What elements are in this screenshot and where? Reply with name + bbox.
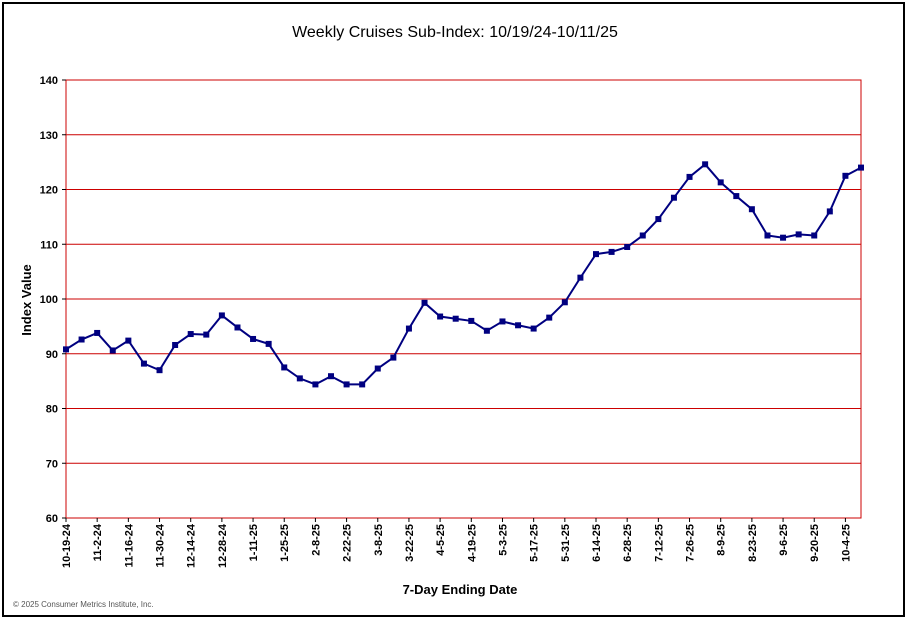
data-point — [94, 329, 101, 336]
x-axis-title: 7-Day Ending Date — [403, 582, 518, 597]
y-tick-label: 60 — [46, 513, 58, 525]
x-tick-label: 5-17-25 — [529, 524, 541, 562]
x-tick-label: 11-2-24 — [92, 523, 104, 561]
data-point — [811, 232, 818, 239]
x-tick-label: 2-8-25 — [310, 524, 322, 556]
data-point — [187, 331, 194, 338]
x-tick-label: 6-28-25 — [622, 524, 634, 562]
x-tick-label: 7-12-25 — [653, 524, 665, 562]
data-point — [250, 335, 257, 342]
x-axis-ticks: 10-19-24 11-2-24 11-16-24 11-30-24 12-14-24 1… — [61, 518, 852, 568]
data-point — [780, 234, 787, 241]
y-tick-label: 110 — [40, 239, 58, 251]
x-tick-label: 9-20-25 — [809, 524, 821, 562]
x-tick-label: 3-22-25 — [404, 524, 416, 562]
y-tick-label: 70 — [46, 458, 58, 470]
data-point — [842, 172, 849, 179]
copyright-credit: © 2025 Consumer Metrics Institute, Inc. — [13, 600, 154, 609]
data-point — [437, 313, 444, 320]
x-tick-label: 3-8-25 — [373, 524, 385, 556]
data-point — [78, 336, 85, 343]
data-point — [374, 365, 381, 372]
data-point — [717, 179, 724, 186]
data-point — [172, 341, 179, 348]
y-tick-label: 80 — [46, 404, 58, 416]
data-point — [125, 337, 132, 344]
data-point — [733, 193, 740, 200]
data-point — [63, 346, 69, 353]
x-tick-label: 6-14-25 — [591, 524, 603, 562]
grid-lines — [66, 79, 861, 519]
data-point — [624, 243, 631, 250]
x-tick-label: 2-22-25 — [342, 524, 354, 562]
data-point — [328, 373, 334, 380]
data-point — [686, 173, 693, 180]
data-point — [203, 331, 210, 338]
data-point — [109, 347, 116, 354]
data-point — [764, 232, 771, 239]
data-point — [234, 324, 241, 331]
x-tick-label: 11-16-24 — [123, 523, 135, 567]
x-tick-label: 12-28-24 — [217, 523, 229, 568]
data-point — [561, 299, 568, 306]
data-point — [390, 354, 397, 361]
y-tick-label: 120 — [40, 185, 58, 197]
data-point — [265, 340, 272, 347]
data-point — [795, 231, 802, 238]
x-tick-label: 11-30-24 — [155, 523, 167, 567]
y-axis-title: Index Value — [19, 264, 34, 336]
x-tick-label: 4-19-25 — [466, 524, 478, 562]
data-point — [483, 327, 490, 334]
data-point — [748, 206, 755, 213]
data-point — [405, 325, 412, 332]
x-tick-label: 4-5-25 — [435, 524, 447, 556]
data-point — [639, 232, 646, 239]
x-tick-label: 8-9-25 — [716, 524, 728, 556]
data-point — [515, 322, 522, 329]
y-axis-ticks: 140 130 120 110 100 90 80 70 60 — [40, 75, 66, 525]
x-tick-label: 1-25-25 — [279, 524, 291, 562]
y-tick-label: 100 — [40, 294, 58, 306]
data-point — [281, 364, 288, 371]
data-point — [826, 208, 833, 215]
data-point — [468, 317, 475, 324]
data-point — [140, 360, 147, 367]
x-tick-label: 10-19-24 — [61, 523, 73, 568]
x-tick-label: 9-6-25 — [778, 524, 790, 556]
data-point — [343, 381, 350, 388]
x-tick-label: 5-3-25 — [497, 524, 509, 556]
x-tick-label: 8-23-25 — [747, 524, 759, 562]
data-point — [421, 299, 428, 306]
chart-title: Weekly Cruises Sub-Index: 10/19/24-10/11… — [292, 24, 618, 41]
data-point — [608, 248, 615, 255]
data-point — [593, 251, 599, 258]
data-point — [858, 164, 864, 171]
y-tick-label: 140 — [40, 75, 58, 87]
series-line — [65, 162, 862, 386]
series-markers — [63, 161, 864, 388]
y-tick-label: 130 — [40, 130, 58, 142]
x-tick-label: 12-14-24 — [186, 523, 198, 568]
data-point — [655, 216, 662, 223]
x-tick-label: 1-11-25 — [248, 524, 260, 561]
data-point — [156, 367, 163, 374]
x-tick-label: 7-26-25 — [685, 524, 697, 562]
data-point — [702, 161, 709, 168]
y-tick-label: 90 — [46, 349, 58, 361]
data-point — [577, 274, 584, 281]
data-point — [530, 325, 537, 332]
data-point — [296, 375, 303, 382]
data-point — [218, 312, 225, 319]
data-point — [452, 315, 459, 322]
x-tick-label: 10-4-25 — [840, 524, 852, 562]
x-tick-label: 5-31-25 — [560, 524, 572, 562]
data-point — [546, 314, 553, 321]
data-point — [359, 381, 366, 388]
data-point — [499, 318, 506, 325]
data-point — [670, 194, 677, 201]
data-point — [312, 381, 319, 388]
